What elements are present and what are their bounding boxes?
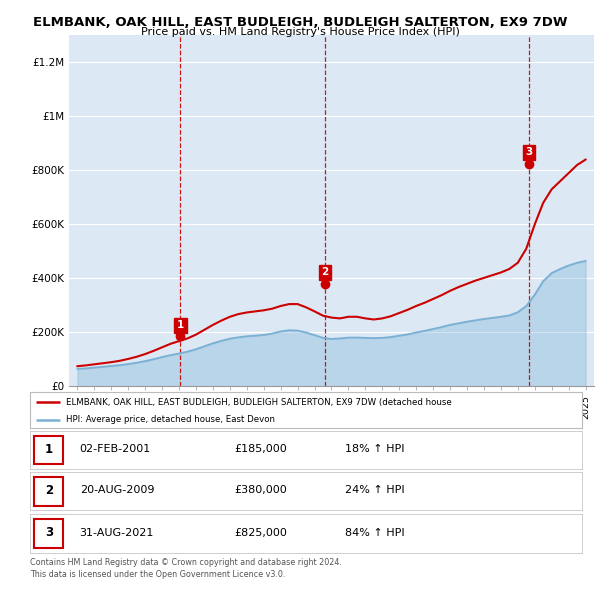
FancyBboxPatch shape (34, 519, 63, 548)
Text: 2: 2 (322, 267, 329, 277)
Text: £380,000: £380,000 (234, 486, 287, 496)
Text: £185,000: £185,000 (234, 444, 287, 454)
Text: 02-FEB-2001: 02-FEB-2001 (80, 444, 151, 454)
Text: 20-AUG-2009: 20-AUG-2009 (80, 486, 154, 496)
Text: ELMBANK, OAK HILL, EAST BUDLEIGH, BUDLEIGH SALTERTON, EX9 7DW (detached house: ELMBANK, OAK HILL, EAST BUDLEIGH, BUDLEI… (66, 398, 452, 407)
Text: Contains HM Land Registry data © Crown copyright and database right 2024.
This d: Contains HM Land Registry data © Crown c… (30, 558, 342, 579)
Text: 1: 1 (177, 320, 184, 330)
Text: Price paid vs. HM Land Registry's House Price Index (HPI): Price paid vs. HM Land Registry's House … (140, 27, 460, 37)
Text: 31-AUG-2021: 31-AUG-2021 (80, 528, 154, 538)
FancyBboxPatch shape (34, 435, 63, 464)
Text: HPI: Average price, detached house, East Devon: HPI: Average price, detached house, East… (66, 415, 275, 424)
Text: 2: 2 (45, 484, 53, 497)
Text: 18% ↑ HPI: 18% ↑ HPI (344, 444, 404, 454)
Text: 3: 3 (526, 148, 533, 158)
Text: ELMBANK, OAK HILL, EAST BUDLEIGH, BUDLEIGH SALTERTON, EX9 7DW: ELMBANK, OAK HILL, EAST BUDLEIGH, BUDLEI… (33, 16, 567, 29)
Text: 3: 3 (45, 526, 53, 539)
Text: £825,000: £825,000 (234, 528, 287, 538)
FancyBboxPatch shape (34, 477, 63, 506)
Text: 1: 1 (45, 442, 53, 455)
Text: 84% ↑ HPI: 84% ↑ HPI (344, 528, 404, 538)
Text: 24% ↑ HPI: 24% ↑ HPI (344, 486, 404, 496)
